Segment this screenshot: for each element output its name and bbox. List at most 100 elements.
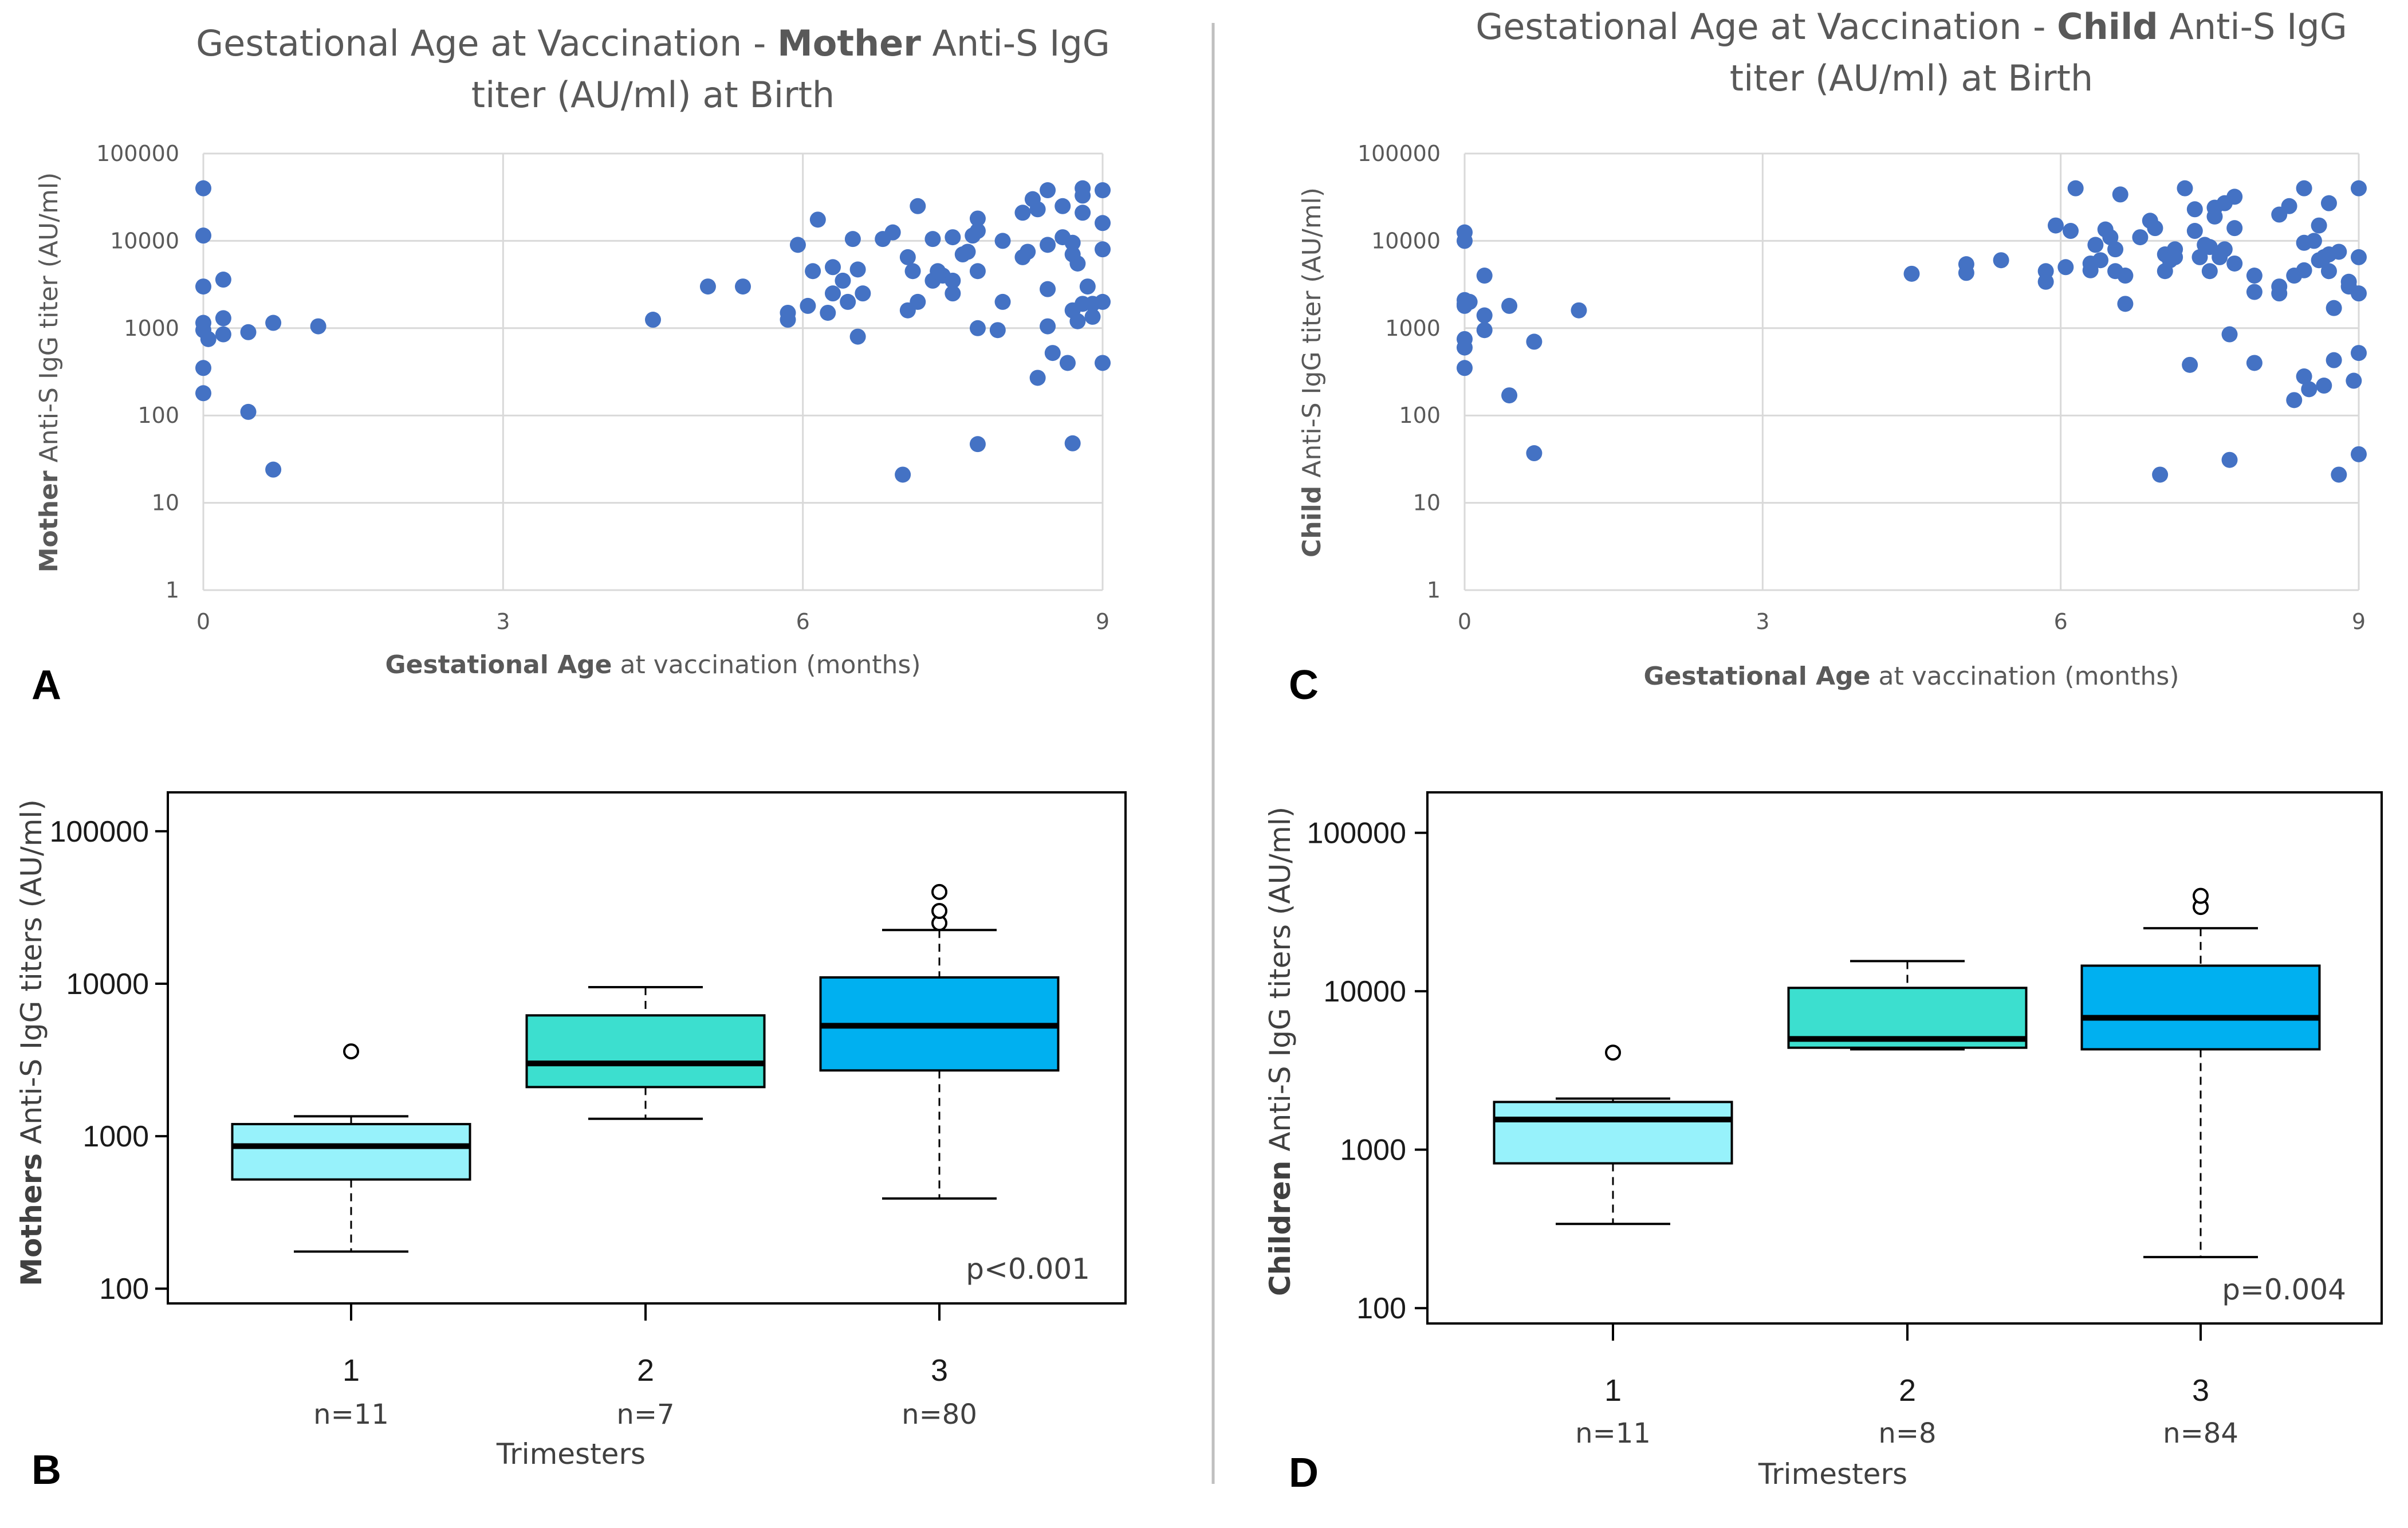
y-axis-label: Child Anti-S IgG titer (AU/ml) [1297, 187, 1327, 557]
data-point [2057, 259, 2074, 276]
box-group: 2n=8 [1787, 960, 2028, 1450]
data-point [2177, 180, 2193, 197]
data-point [1075, 205, 1091, 221]
data-point [780, 312, 796, 328]
data-point [2246, 268, 2263, 284]
data-point [2186, 201, 2203, 218]
data-point [2063, 223, 2079, 239]
data-point [195, 278, 211, 295]
data-point [2191, 249, 2208, 265]
data-point [2331, 243, 2347, 260]
group-n-label: n=11 [1575, 1417, 1651, 1450]
data-point [805, 263, 821, 280]
data-point [2167, 249, 2183, 265]
data-point [2182, 356, 2198, 373]
data-point [1095, 293, 1111, 310]
iqr-box [1493, 1101, 1733, 1165]
data-point [1476, 307, 1493, 324]
box-group: 1 n=11 [1493, 1044, 1733, 1450]
data-point [2221, 451, 2238, 468]
p-value-label: p=0.004 [2222, 1273, 2346, 1306]
data-point [2351, 180, 2367, 197]
data-point [1040, 237, 1056, 253]
data-point [215, 326, 231, 343]
data-point [2201, 239, 2218, 256]
data-point [310, 318, 326, 335]
data-point [1501, 297, 1518, 314]
data-point [1059, 355, 1076, 371]
data-point [2226, 220, 2243, 237]
data-point [1020, 243, 1036, 260]
y-tick-label: 1 [1427, 578, 1441, 603]
y-tick-label: 100000 [96, 141, 179, 166]
data-point [2296, 262, 2312, 278]
data-point [699, 278, 716, 295]
data-point [884, 224, 901, 241]
data-point [1040, 281, 1056, 297]
data-point [1044, 345, 1061, 362]
data-point [904, 263, 921, 280]
iqr-box [2080, 964, 2321, 1051]
data-point [1501, 387, 1518, 404]
category-label: 1 [1604, 1373, 1622, 1408]
y-axis-label: Mother Anti-S IgG titer (AU/ml) [34, 172, 64, 573]
x-tick-label: 0 [1458, 609, 1471, 634]
data-point [1040, 182, 1056, 199]
data-point [2351, 249, 2367, 265]
data-point [969, 223, 986, 239]
x-tick-label: 9 [1096, 609, 1109, 634]
data-point [195, 227, 211, 244]
data-point [2246, 355, 2263, 371]
data-point [215, 310, 231, 327]
y-tick-label: 100 [137, 403, 179, 428]
data-point [820, 304, 836, 321]
data-point [1095, 215, 1111, 231]
data-point [2351, 345, 2367, 362]
data-point [895, 466, 911, 483]
data-point [2271, 285, 2288, 302]
plot-frame [1426, 791, 2383, 1325]
data-point [899, 249, 916, 265]
data-point [1958, 265, 1974, 281]
data-point [855, 285, 871, 302]
data-point [2331, 466, 2347, 483]
data-point [1095, 241, 1111, 258]
box-group: 1 n=11 [231, 1043, 471, 1431]
data-point [2117, 296, 2134, 312]
data-point [840, 293, 856, 310]
data-point [2107, 241, 2124, 258]
data-point [910, 293, 926, 310]
data-point [1457, 339, 1473, 356]
data-point [1064, 234, 1081, 251]
category-label: 3 [2192, 1373, 2209, 1408]
data-point [2216, 241, 2233, 258]
data-point [2102, 229, 2119, 246]
data-point [1095, 182, 1111, 199]
data-point [825, 285, 841, 302]
box-group: 3 n=80 [819, 883, 1060, 1431]
data-point [2226, 188, 2243, 205]
data-point [2351, 285, 2367, 302]
data-point [969, 210, 986, 227]
data-point [2326, 352, 2342, 368]
data-point [2037, 273, 2054, 290]
data-point [1040, 318, 1056, 335]
x-tick-label: 3 [496, 609, 510, 634]
chart-title-line2: titer (AU/ml) at Birth [1730, 57, 2093, 99]
x-tick-label: 6 [2054, 609, 2068, 634]
data-point [735, 278, 751, 295]
data-point [240, 324, 257, 340]
data-point [195, 360, 211, 376]
x-axis-label: Trimesters [1758, 1458, 1907, 1491]
category-label: 1 [343, 1353, 360, 1388]
data-point [969, 436, 986, 453]
p-value-label: p<0.001 [966, 1252, 1090, 1286]
data-point [2296, 180, 2312, 197]
data-point [994, 293, 1011, 310]
y-tick-label: 100 [99, 1272, 149, 1306]
data-point [1457, 233, 1473, 249]
data-point [2117, 268, 2134, 284]
data-point [844, 231, 861, 248]
chart-title-line1: Gestational Age at Vaccination - Mother … [196, 22, 1110, 64]
data-point [215, 272, 231, 288]
